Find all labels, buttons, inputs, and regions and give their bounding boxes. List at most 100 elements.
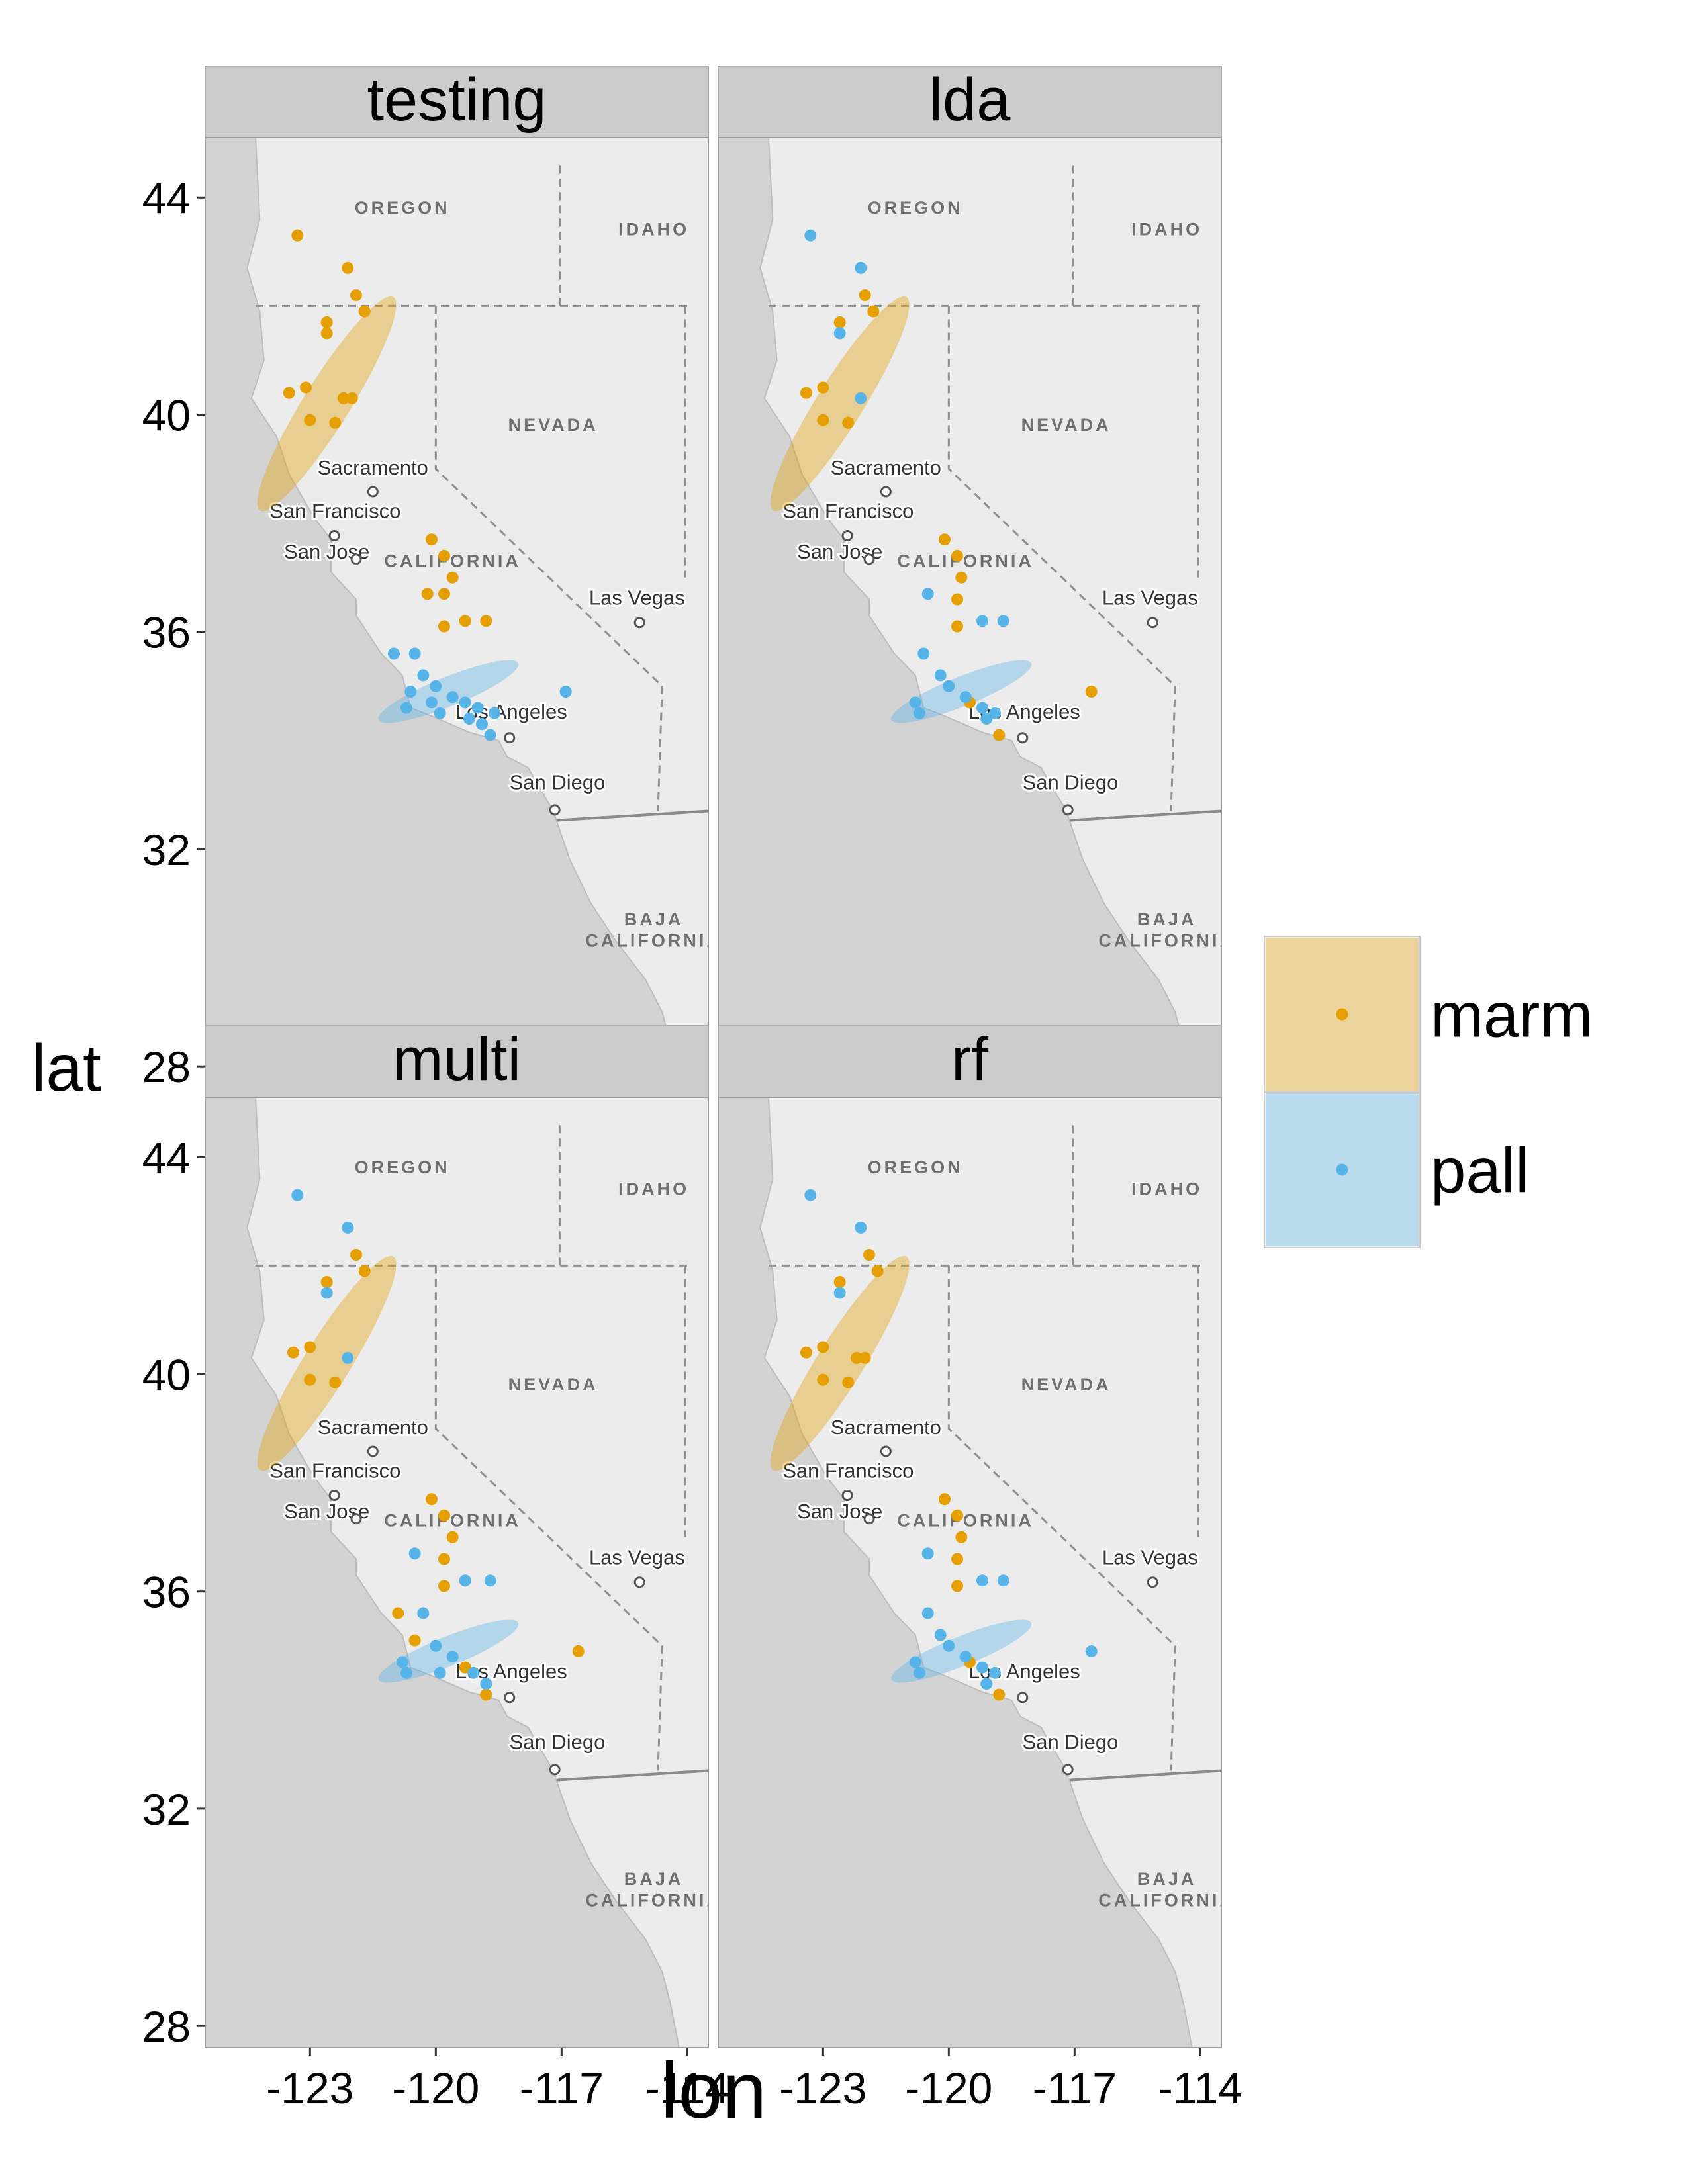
point-marm xyxy=(1085,686,1098,698)
map-city-label: San Francisco xyxy=(782,1459,914,1482)
point-marm xyxy=(842,1376,855,1388)
map-region-label: IDAHO xyxy=(618,220,689,240)
point-marm xyxy=(817,1373,829,1386)
x-tick-label: -120 xyxy=(905,2064,992,2113)
map-region-label: BAJA xyxy=(624,909,684,929)
point-pall xyxy=(471,702,484,714)
point-marm xyxy=(338,392,350,404)
facet-title: testing xyxy=(367,66,546,134)
map-region-label: CALIFORNIA xyxy=(1098,931,1235,951)
point-marm xyxy=(817,1341,829,1353)
map-region-label: CALIFORNIA xyxy=(1098,1891,1235,1911)
land-area xyxy=(246,1097,708,2048)
point-marm xyxy=(426,1493,438,1506)
city-marker xyxy=(1062,1764,1074,1776)
point-marm xyxy=(287,1346,299,1359)
legend-label: marm xyxy=(1430,980,1593,1051)
point-marm xyxy=(350,289,362,301)
point-marm xyxy=(951,1553,963,1565)
ellipse-pall xyxy=(891,1619,1032,1683)
x-tick-label: -117 xyxy=(520,2064,604,2113)
city-marker xyxy=(880,1445,892,1457)
map-city-label: Sacramento xyxy=(831,456,941,479)
point-pall xyxy=(976,615,988,627)
facet-title: multi xyxy=(393,1026,521,1093)
map-region-label: CALIFORNIA xyxy=(897,1510,1033,1530)
city-marker xyxy=(350,1513,362,1525)
point-marm xyxy=(842,416,855,429)
state-border-ca-nv xyxy=(434,1265,663,1771)
point-marm xyxy=(300,381,312,394)
city-marker xyxy=(633,1576,645,1588)
map-city-label: San Francisco xyxy=(269,1459,400,1482)
map-region-label: CALIFORNIA xyxy=(384,551,520,570)
international-border xyxy=(1070,809,1221,822)
state-border-ca-nv xyxy=(434,306,663,811)
city-marker xyxy=(549,1764,561,1776)
point-pall xyxy=(417,669,430,682)
point-pall xyxy=(434,707,446,719)
land-area xyxy=(759,1097,1221,2048)
map-region-label: OREGON xyxy=(355,198,450,218)
map-region-label: BAJA xyxy=(1137,909,1197,929)
map-region-label: OREGON xyxy=(355,1158,450,1177)
point-marm xyxy=(993,1688,1006,1701)
basemap: OREGONIDAHONEVADACALIFORNIABAJACALIFORNI… xyxy=(246,1097,708,2048)
legend-key-point xyxy=(1336,1163,1348,1176)
point-marm xyxy=(392,1607,404,1619)
basemap: OREGONIDAHONEVADACALIFORNIABAJACALIFORNI… xyxy=(759,138,1235,1088)
point-pall xyxy=(833,1287,846,1299)
city-marker xyxy=(1062,804,1074,816)
panel-lda: ldaOREGONIDAHONEVADACALIFORNIABAJACALIFO… xyxy=(718,66,1235,1089)
point-marm xyxy=(438,1580,450,1592)
x-tick-label: -123 xyxy=(779,2064,867,2113)
map-region-label: IDAHO xyxy=(1131,220,1202,240)
point-pall xyxy=(921,1547,934,1560)
map-region-label: IDAHO xyxy=(618,1179,689,1199)
point-pall xyxy=(855,1221,867,1234)
map-city-label: Las Vegas xyxy=(1102,586,1198,610)
point-marm xyxy=(426,533,438,546)
map-city-label: San Francisco xyxy=(269,499,400,522)
point-pall xyxy=(804,229,817,242)
point-pall xyxy=(934,1629,947,1641)
x-tick-label: -123 xyxy=(266,2064,353,2113)
city-marker xyxy=(863,1513,875,1525)
point-marm xyxy=(291,229,304,242)
map-region-label: OREGON xyxy=(868,1158,963,1177)
point-pall xyxy=(997,1574,1009,1587)
international-border xyxy=(557,1769,708,1782)
map-city-label: San Diego xyxy=(510,1731,606,1754)
point-pall xyxy=(484,1574,496,1587)
point-pall xyxy=(459,1574,471,1587)
y-tick-label: 36 xyxy=(142,608,191,657)
point-marm xyxy=(304,1373,316,1386)
panel-rf: rfOREGONIDAHONEVADACALIFORNIABAJACALIFOR… xyxy=(718,1025,1243,2113)
point-marm xyxy=(421,588,434,600)
point-pall xyxy=(943,1639,955,1652)
point-marm xyxy=(304,414,316,426)
map-region-label: BAJA xyxy=(624,1869,684,1889)
point-pall xyxy=(430,680,442,692)
point-pall xyxy=(400,702,412,714)
map-city-label: San Francisco xyxy=(782,499,914,522)
y-tick-label: 40 xyxy=(142,390,191,439)
map-city-label: Las Vegas xyxy=(589,1546,685,1569)
panel-border xyxy=(205,1097,709,2048)
point-marm xyxy=(951,1580,963,1592)
point-pall xyxy=(914,1666,925,1679)
point-pall xyxy=(959,1651,972,1663)
point-marm xyxy=(951,1509,963,1522)
point-marm xyxy=(480,615,492,627)
point-marm xyxy=(951,593,963,606)
point-marm xyxy=(833,1276,846,1288)
ellipse-marm xyxy=(770,296,910,512)
city-marker xyxy=(1147,617,1158,629)
map-region-label: OREGON xyxy=(868,198,963,218)
ellipse-pall xyxy=(378,660,519,723)
map-city-label: Las Vegas xyxy=(1102,1546,1198,1569)
point-pall xyxy=(467,1666,480,1679)
point-marm xyxy=(329,416,342,429)
y-tick-label: 44 xyxy=(142,1133,191,1182)
point-marm xyxy=(859,1351,871,1364)
